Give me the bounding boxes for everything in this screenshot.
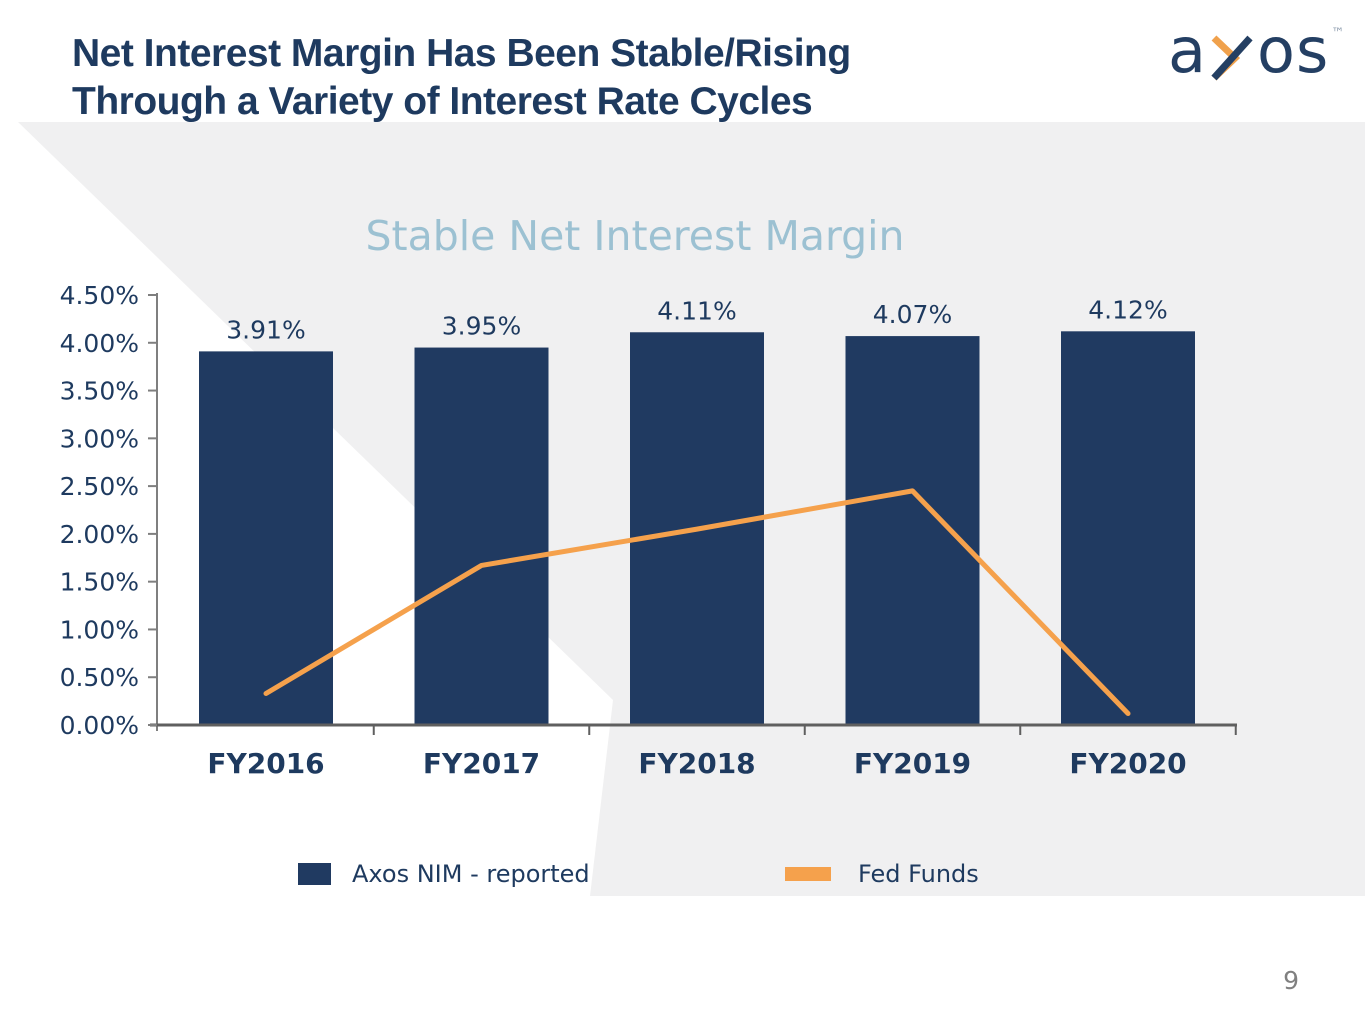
fed-funds-line [263, 488, 1131, 717]
nim-bar-FY2016 [199, 351, 333, 725]
y-tick-label: 0.00% [60, 711, 139, 740]
logo-letter-o: o [1257, 14, 1296, 87]
slide-title: Net Interest Margin Has Been Stable/Risi… [72, 30, 1152, 126]
slide-title-line1: Net Interest Margin Has Been Stable/Risi… [72, 32, 851, 75]
legend-swatch-line [785, 867, 831, 881]
logo-trademark: ™ [1331, 26, 1345, 41]
bar-value-label: 4.12% [1088, 295, 1167, 324]
x-axis-label-FY2019: FY2019 [854, 747, 971, 780]
legend-label-fed-funds: Fed Funds [858, 860, 979, 888]
nim-bar-FY2019 [845, 336, 980, 725]
legend-item-fed-funds: Fed Funds [785, 858, 979, 890]
legend-label-axos-nim: Axos NIM - reported [352, 860, 590, 888]
x-axis-label-FY2018: FY2018 [638, 747, 755, 780]
y-tick-label: 2.00% [60, 520, 139, 549]
x-axis-label-FY2016: FY2016 [207, 747, 324, 780]
axos-logo: a o s ™ [1168, 16, 1344, 86]
bar-value-label: 4.07% [873, 300, 952, 329]
chart-title: Stable Net Interest Margin [365, 212, 905, 260]
y-tick-label: 1.00% [60, 615, 139, 644]
y-tick-label: 4.00% [60, 329, 139, 358]
y-tick-label: 0.50% [60, 663, 139, 692]
logo-x-icon [1211, 35, 1253, 81]
logo-letter-s: s [1295, 14, 1330, 87]
y-tick-label: 3.00% [60, 424, 139, 453]
x-axis-label-FY2020: FY2020 [1069, 747, 1186, 780]
x-axis-label-FY2017: FY2017 [423, 747, 540, 780]
axos-logo-letters: a o s [1168, 16, 1329, 86]
y-tick-label: 1.50% [60, 568, 139, 597]
logo-letter-a: a [1168, 14, 1207, 87]
legend-item-axos-nim: Axos NIM - reported [298, 858, 590, 890]
legend-swatch-bar [298, 863, 331, 885]
y-tick-label: 4.50% [60, 281, 139, 310]
bar-value-label: 3.91% [226, 315, 305, 344]
y-tick-label: 2.50% [60, 472, 139, 501]
bar-value-label: 3.95% [442, 312, 521, 341]
nim-bar-FY2017 [414, 347, 549, 725]
slide-title-line2: Through a Variety of Interest Rate Cycle… [72, 80, 813, 123]
y-tick-label: 3.50% [60, 377, 139, 406]
bar-value-label: 4.11% [657, 296, 736, 325]
page-number: 9 [1283, 966, 1299, 995]
nim-bar-FY2020 [1061, 331, 1195, 725]
